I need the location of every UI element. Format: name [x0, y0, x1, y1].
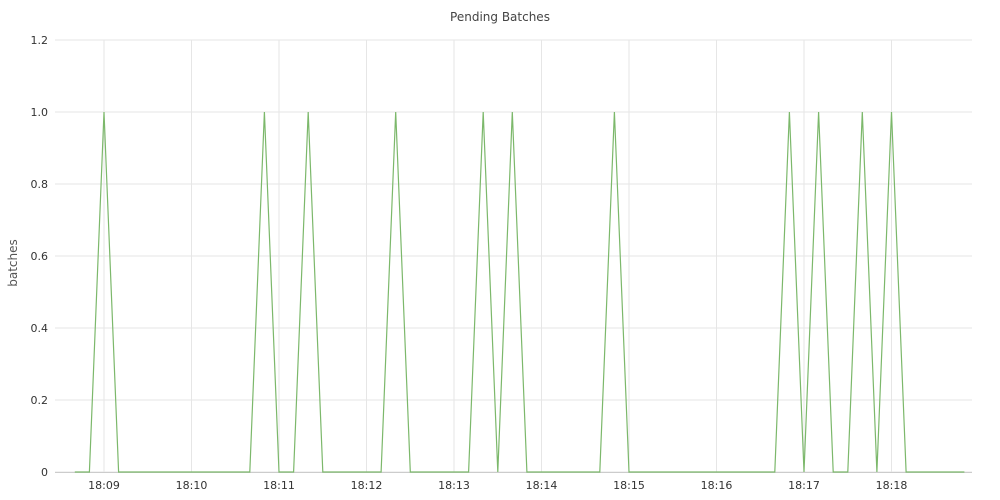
y-tick-label: 0.2: [31, 394, 49, 407]
x-tick-label: 18:14: [526, 479, 558, 492]
x-tick-label: 18:09: [88, 479, 120, 492]
y-tick-label: 0.6: [31, 250, 49, 263]
x-tick-label: 18:12: [351, 479, 383, 492]
x-tick-label: 18:11: [263, 479, 295, 492]
y-tick-label: 1.2: [31, 34, 49, 47]
x-tick-label: 18:16: [701, 479, 733, 492]
x-tick-label: 18:17: [788, 479, 820, 492]
y-tick-label: 0.4: [31, 322, 49, 335]
y-tick-label: 1.0: [31, 106, 49, 119]
x-tick-label: 18:10: [176, 479, 208, 492]
x-tick-label: 18:15: [613, 479, 645, 492]
x-tick-label: 18:18: [876, 479, 908, 492]
chart-title: Pending Batches: [450, 10, 550, 24]
series-line: [74, 111, 965, 473]
x-tick-label: 18:13: [438, 479, 470, 492]
y-tick-label: 0.8: [31, 178, 49, 191]
y-tick-label: 0: [41, 466, 48, 479]
